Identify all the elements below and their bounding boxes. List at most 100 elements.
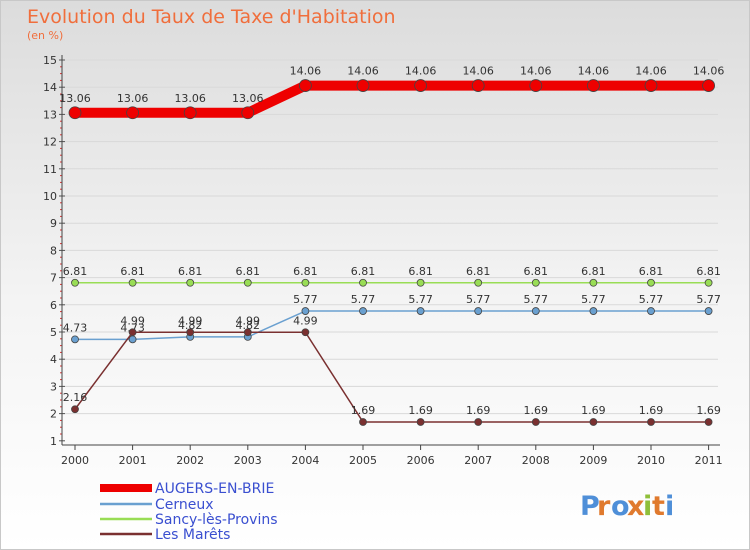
x-tick-label: 2003: [234, 454, 262, 467]
data-label: 5.77: [581, 293, 606, 306]
series-line: [75, 80, 709, 118]
data-label: 14.06: [405, 65, 437, 78]
data-point: [298, 79, 312, 92]
data-label: 6.81: [351, 265, 376, 278]
proxiti-logo: Pr o xi t i: [580, 491, 674, 522]
data-label: 5.77: [351, 293, 376, 306]
x-tick-label: 2009: [579, 454, 607, 467]
data-label: 1.69: [466, 404, 491, 417]
data-label: 1.69: [351, 404, 376, 417]
data-point: [71, 405, 79, 414]
data-label: 14.06: [578, 65, 610, 78]
x-tick-label: 2004: [291, 454, 319, 467]
data-label: 4.73: [63, 321, 88, 334]
data-point: [474, 278, 483, 287]
data-label: 14.06: [635, 65, 667, 78]
svg-text:o: o: [611, 491, 630, 522]
x-tick-label: 2007: [464, 454, 492, 467]
data-point: [589, 278, 598, 287]
data-point: [529, 79, 543, 92]
data-label: 4.99: [120, 314, 145, 327]
x-tick-label: 2011: [695, 454, 723, 467]
data-point: [301, 278, 310, 287]
data-label: 13.06: [174, 92, 206, 105]
x-tick-label: 2001: [119, 454, 147, 467]
data-label: 5.77: [639, 293, 664, 306]
data-label: 6.81: [696, 265, 721, 278]
legend-label: AUGERS-EN-BRIE: [155, 481, 274, 497]
data-point: [128, 335, 137, 344]
data-point: [589, 307, 598, 315]
legend-label: Les Marêts: [155, 527, 230, 543]
data-point: [356, 79, 370, 92]
data-point: [531, 307, 540, 315]
chart-title: Evolution du Taux de Taxe d'Habitation: [27, 6, 396, 28]
data-point: [243, 328, 252, 337]
y-tick-label: 11: [43, 163, 57, 176]
data-label: 14.06: [520, 65, 552, 78]
series-line: [74, 331, 709, 423]
y-tick-label: 8: [50, 244, 57, 257]
svg-text:x: x: [627, 491, 644, 522]
data-label: 2.16: [63, 391, 88, 404]
data-label: 4.82: [236, 319, 261, 332]
x-tick-label: 2010: [637, 454, 665, 467]
x-tick-label: 2002: [176, 454, 204, 467]
legend-label: Sancy-lès-Provins: [155, 512, 278, 528]
data-point: [644, 79, 658, 92]
data-label: 6.81: [408, 265, 433, 278]
svg-text:i: i: [665, 491, 674, 522]
data-point: [243, 278, 252, 287]
data-point: [186, 278, 195, 287]
data-point: [71, 335, 79, 344]
data-point: [647, 278, 655, 287]
data-label: 14.06: [462, 65, 494, 78]
data-point: [416, 307, 425, 315]
data-point: [471, 79, 485, 92]
data-point: [474, 418, 483, 426]
svg-text:t: t: [652, 491, 665, 522]
data-point: [414, 79, 428, 92]
data-label: 5.77: [466, 293, 491, 306]
data-label: 4.99: [178, 314, 203, 327]
data-point: [301, 307, 310, 315]
y-tick-label: 3: [50, 380, 57, 393]
data-label: 6.81: [639, 265, 664, 278]
data-label: 6.81: [236, 265, 261, 278]
data-point: [128, 278, 137, 287]
data-label: 5.77: [408, 293, 433, 306]
data-label: 6.81: [581, 265, 606, 278]
data-label: 4.73: [120, 321, 145, 334]
data-point: [587, 79, 600, 92]
data-point: [301, 328, 310, 337]
x-tick-label: 2000: [61, 454, 89, 467]
y-tick-label: 2: [50, 408, 57, 421]
data-point: [589, 418, 598, 426]
data-label: 5.77: [293, 293, 318, 306]
data-label: 6.81: [120, 265, 145, 278]
data-label: 1.69: [408, 404, 433, 417]
data-point: [186, 328, 195, 337]
data-label: 1.69: [696, 404, 721, 417]
data-point: [704, 307, 713, 315]
data-point: [647, 418, 655, 426]
y-tick-label: 7: [50, 272, 57, 285]
data-point: [702, 79, 715, 92]
svg-text:r: r: [597, 491, 611, 522]
chart-subtitle: (en %): [27, 29, 64, 42]
y-tick-label: 14: [43, 81, 57, 94]
legend-label: Cerneux: [155, 497, 214, 513]
data-point: [359, 278, 367, 287]
y-tick-label: 9: [50, 217, 57, 230]
data-point: [359, 307, 367, 315]
data-point: [531, 418, 540, 426]
data-label: 5.77: [524, 293, 549, 306]
x-tick-label: 2008: [522, 454, 550, 467]
y-tick-label: 1: [50, 435, 57, 448]
data-point: [531, 278, 540, 287]
data-label: 13.06: [59, 92, 91, 105]
data-label: 4.99: [236, 314, 261, 327]
data-point: [128, 328, 137, 337]
data-label: 14.06: [347, 65, 379, 78]
